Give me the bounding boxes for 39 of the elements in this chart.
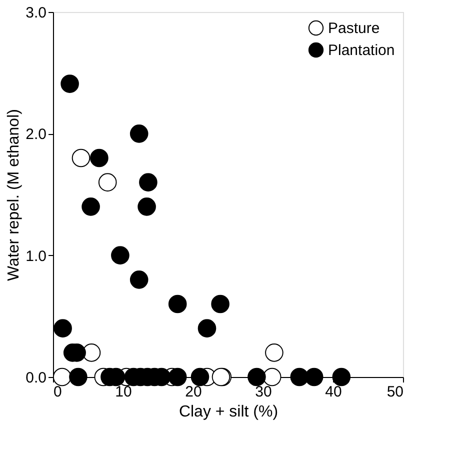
x-tick-label: 50 — [386, 384, 404, 400]
point — [111, 246, 130, 264]
point — [139, 173, 158, 192]
x-tick-label: 20 — [185, 384, 202, 400]
x-tick-label: 30 — [255, 384, 272, 400]
point — [265, 344, 284, 362]
x-axis-title: Clay + silt (%) — [178, 404, 278, 420]
y-tick-label: 1.0 — [26, 248, 46, 265]
point — [52, 368, 72, 386]
point — [69, 368, 88, 386]
y-tick-label: 2.0 — [26, 126, 46, 144]
y-axis-title: Water repel. (M ethanol) — [6, 109, 23, 281]
point — [168, 368, 187, 386]
point — [262, 368, 282, 386]
x-tick-label: 40 — [325, 384, 342, 400]
point — [304, 368, 324, 386]
point — [82, 344, 101, 362]
point — [130, 270, 148, 289]
legend-label: Plantation — [328, 42, 395, 59]
point — [90, 148, 108, 168]
point — [332, 368, 351, 386]
legend-label: Pasture — [328, 20, 380, 37]
y-tick-label: 3.0 — [26, 4, 46, 22]
point — [190, 368, 210, 386]
point — [72, 148, 90, 168]
point — [130, 124, 148, 143]
point — [82, 198, 100, 216]
point — [211, 294, 230, 314]
x-tick-label: 0 — [54, 384, 62, 400]
y-tick-label: 0.0 — [26, 370, 46, 386]
point — [248, 368, 266, 386]
point — [54, 319, 72, 338]
point — [290, 368, 309, 386]
point — [60, 74, 79, 93]
point — [198, 319, 216, 338]
x-tick-label: 10 — [115, 384, 132, 400]
point — [98, 173, 117, 192]
point — [138, 198, 156, 216]
point — [168, 294, 187, 314]
